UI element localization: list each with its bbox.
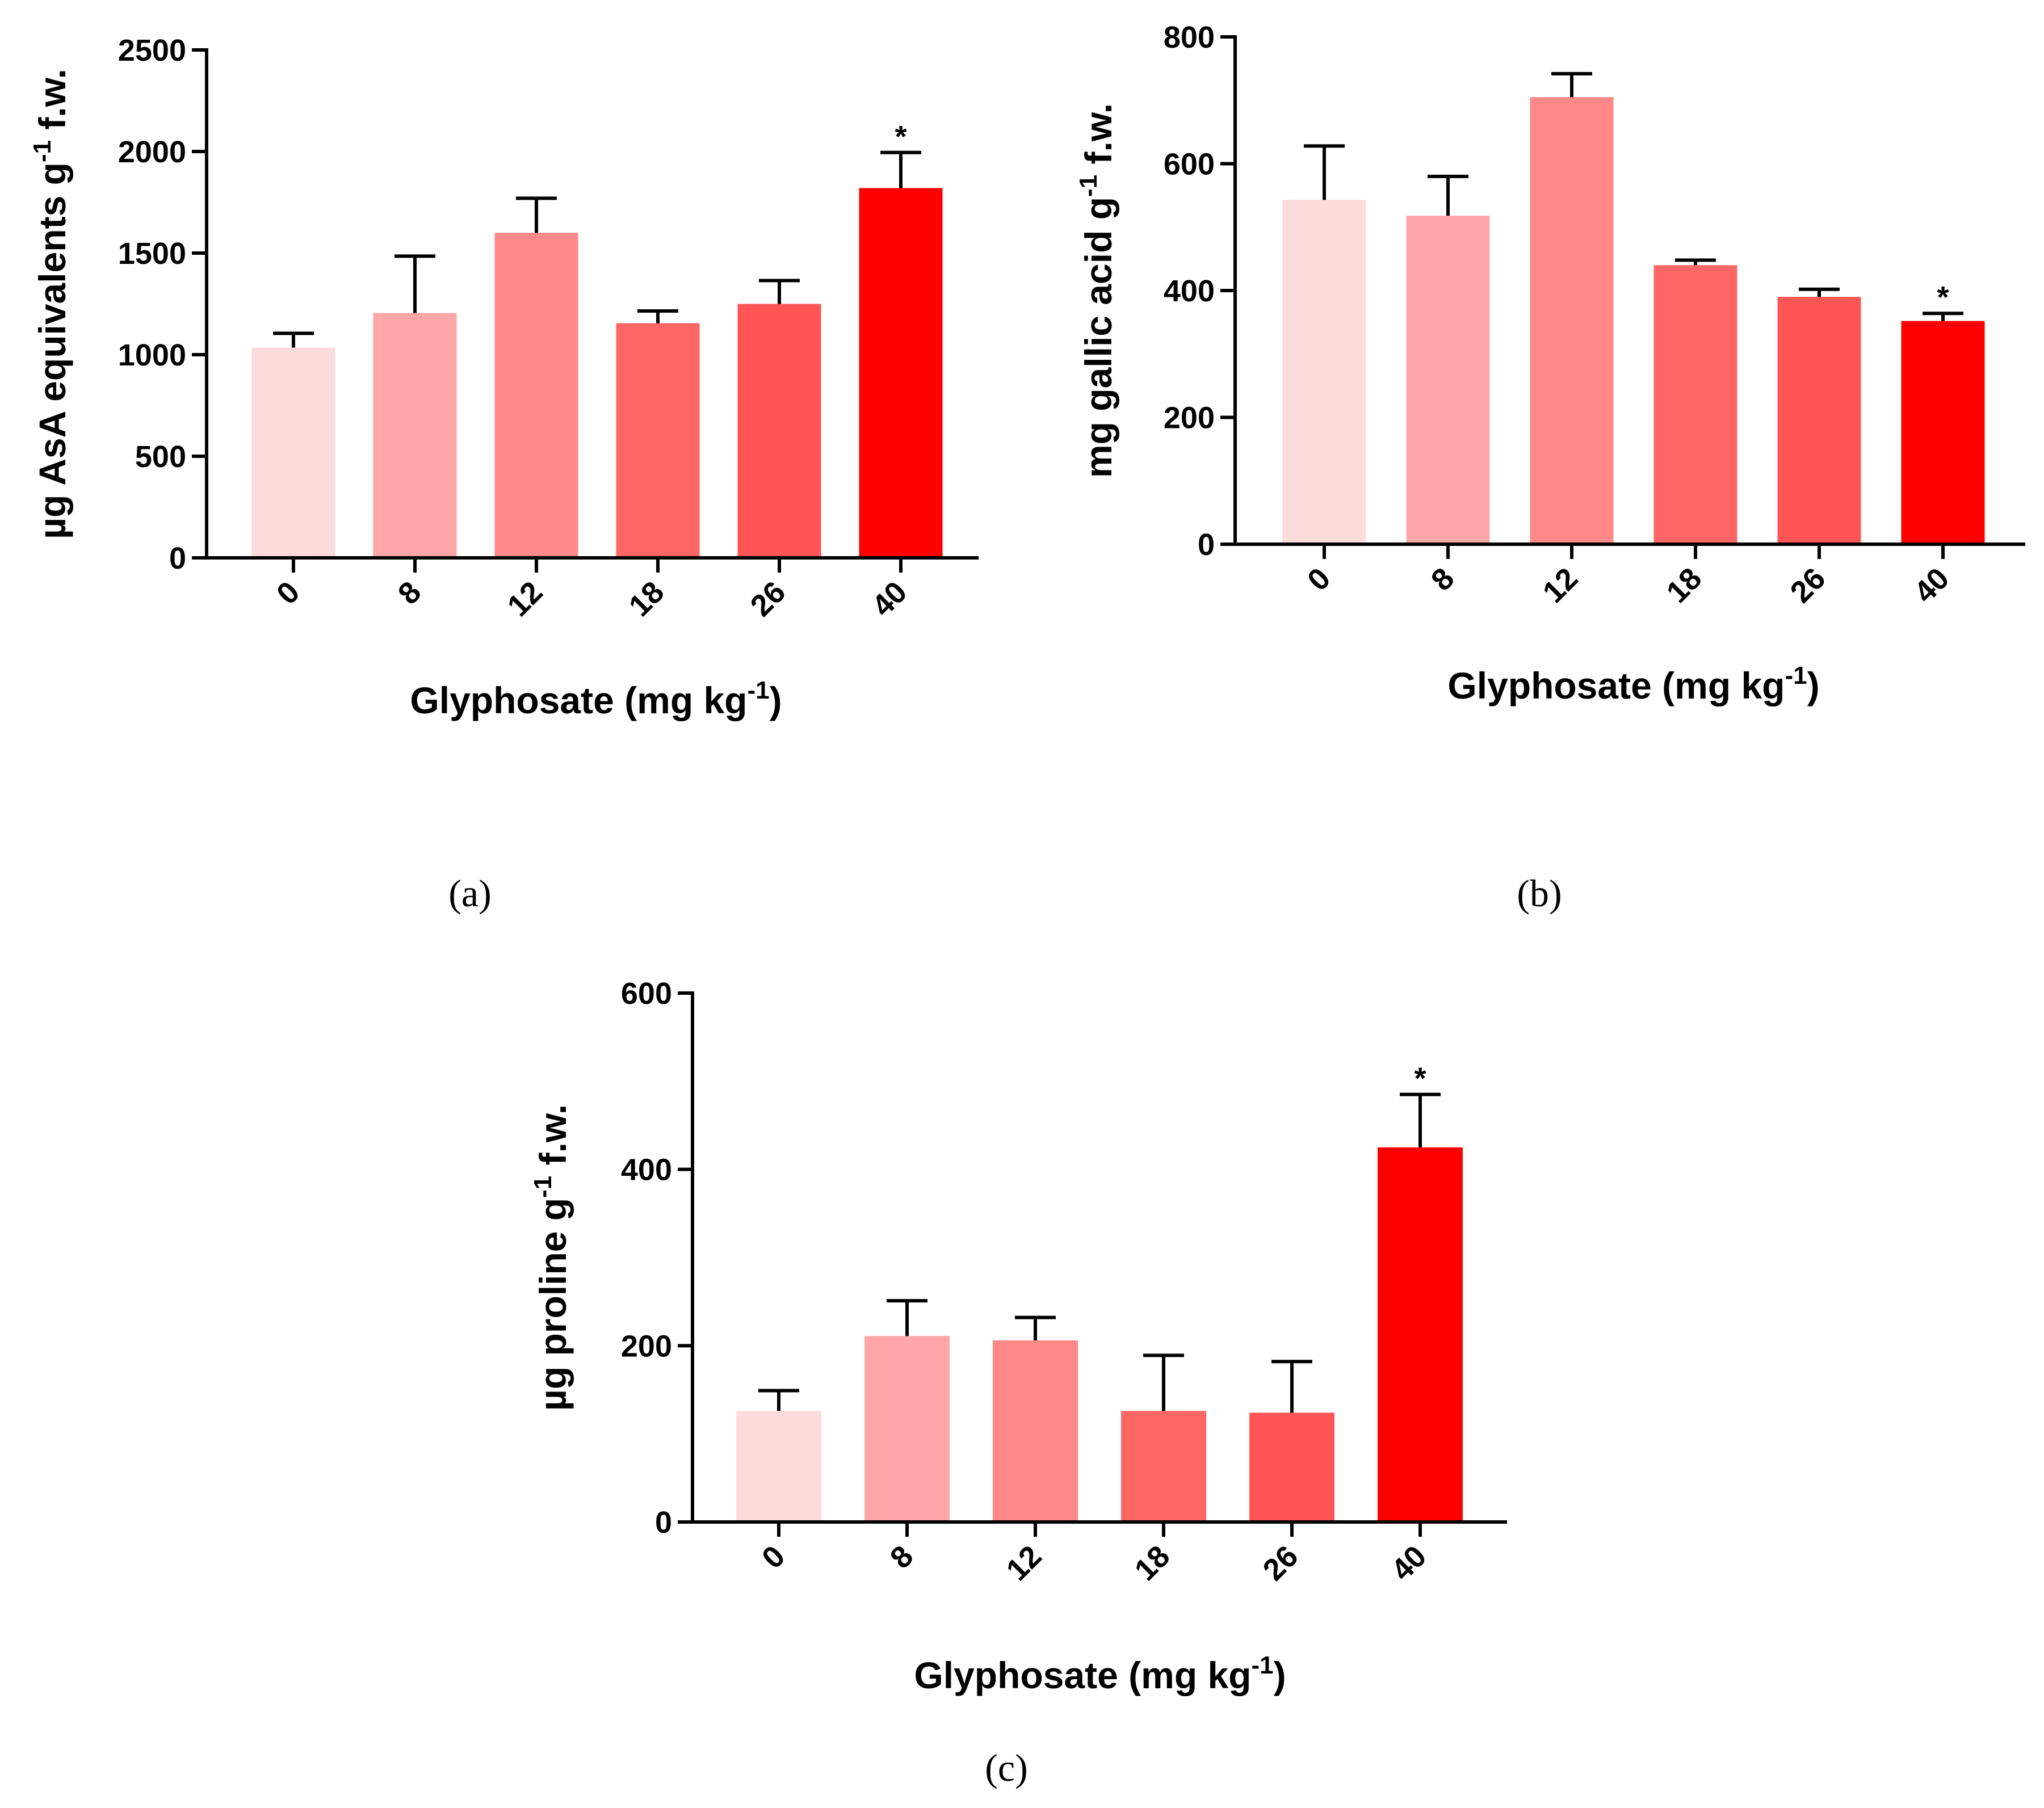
y-tick-label: 2500	[118, 33, 186, 68]
bar-0	[1282, 200, 1366, 544]
y-tick-label: 600	[621, 977, 672, 1011]
error-bar-40	[1923, 312, 1963, 321]
x-tick-label: 26	[1784, 561, 1832, 609]
error-bar-8	[1428, 174, 1468, 216]
bar-40	[859, 188, 943, 558]
bar-18	[1653, 265, 1737, 544]
bar-0	[251, 347, 335, 558]
x-tick-label: 26	[1257, 1539, 1305, 1587]
x-tick-label: 26	[744, 575, 792, 623]
chart-a: * 0 500 1000 1500 2000 2500 0 8 12 18 26 40 µg AsA eq…	[28, 33, 979, 915]
bar-18	[1121, 1411, 1206, 1522]
y-tick-label: 800	[1164, 20, 1215, 54]
chart-c: * 0 200 400 600 0 8 12 18 26 40 µg proline g-1 f.w.…	[529, 977, 1507, 1789]
y-axis-title: µg AsA equivalents g-1 f.w.	[28, 69, 73, 539]
panel-caption: (b)	[1517, 872, 1562, 915]
y-tick-label: 200	[1164, 401, 1215, 435]
y-tick-label: 400	[1164, 274, 1215, 308]
bar-26	[737, 304, 821, 558]
error-bar-18	[1143, 1353, 1184, 1411]
error-bar-26	[1271, 1360, 1312, 1413]
y-tick-label: 500	[135, 440, 186, 474]
y-tick-label: 200	[621, 1329, 672, 1363]
x-tick-label: 8	[884, 1539, 920, 1575]
error-bar-40	[1400, 1092, 1441, 1147]
y-tick-label: 0	[1198, 528, 1215, 562]
y-axis-title: mg gallic acid g-1 f.w.	[1075, 103, 1119, 478]
y-tick-label: 1000	[118, 338, 186, 372]
error-bar-0	[1304, 144, 1345, 200]
y-axis-title: µg proline g-1 f.w.	[529, 1104, 574, 1411]
error-bar-8	[887, 1299, 927, 1336]
x-tick-label: 12	[1537, 561, 1585, 609]
y-tick-label: 0	[655, 1506, 672, 1540]
y-tick-label: 400	[621, 1153, 672, 1187]
error-bar-40	[880, 150, 921, 188]
bar-12	[993, 1340, 1078, 1522]
bar-40	[1901, 321, 1985, 544]
bar-8	[373, 313, 457, 558]
x-tick-label: 0	[1301, 561, 1337, 598]
error-bar-12	[516, 196, 557, 233]
error-bar-12	[1015, 1315, 1056, 1341]
x-axis-title: Glyphosate (mg kg-1)	[1447, 662, 1819, 707]
panel-caption: (a)	[448, 872, 491, 915]
error-bar-8	[394, 254, 435, 313]
error-bar-12	[1551, 72, 1592, 98]
bar-26	[1777, 297, 1861, 544]
x-axis-title: Glyphosate (mg kg-1)	[914, 1651, 1286, 1696]
bar-26	[1249, 1412, 1334, 1522]
bar-8	[1406, 216, 1490, 544]
y-tick-label: 1500	[118, 237, 186, 271]
x-tick-label: 12	[501, 575, 549, 623]
error-bar-26	[1799, 287, 1840, 297]
x-tick-label: 40	[1908, 561, 1956, 609]
error-bar-18	[637, 309, 678, 323]
bar-8	[864, 1336, 950, 1522]
x-tick-label: 8	[1425, 561, 1461, 598]
error-bar-26	[759, 279, 800, 304]
bar-18	[616, 323, 700, 558]
chart-b: * 0 200 400 600 800 0 8 12 18 26 40 mg gallic acid g…	[1075, 20, 2025, 915]
x-tick-label: 8	[392, 575, 428, 611]
significance-marker: *	[1937, 280, 1949, 314]
error-bar-0	[273, 331, 314, 348]
significance-marker: *	[1414, 1062, 1426, 1096]
x-tick-label: 18	[623, 575, 671, 623]
x-tick-label: 12	[1000, 1539, 1048, 1587]
x-axis-title: Glyphosate (mg kg-1)	[410, 676, 782, 721]
x-tick-label: 40	[1385, 1539, 1433, 1587]
x-tick-label: 18	[1128, 1539, 1177, 1587]
error-bar-18	[1675, 258, 1716, 266]
y-tick-label: 600	[1164, 148, 1215, 182]
bar-12	[1530, 97, 1614, 545]
bar-12	[494, 233, 578, 558]
panel-caption: (c)	[985, 1746, 1027, 1789]
bar-40	[1378, 1147, 1463, 1522]
x-tick-label: 18	[1660, 561, 1709, 609]
y-tick-label: 0	[169, 541, 186, 575]
significance-marker: *	[895, 120, 906, 154]
error-bar-0	[758, 1389, 799, 1411]
x-tick-label: 40	[866, 575, 914, 623]
bar-0	[736, 1411, 821, 1522]
x-tick-label: 0	[270, 575, 307, 611]
x-tick-label: 0	[756, 1539, 792, 1575]
y-tick-label: 2000	[118, 135, 186, 169]
